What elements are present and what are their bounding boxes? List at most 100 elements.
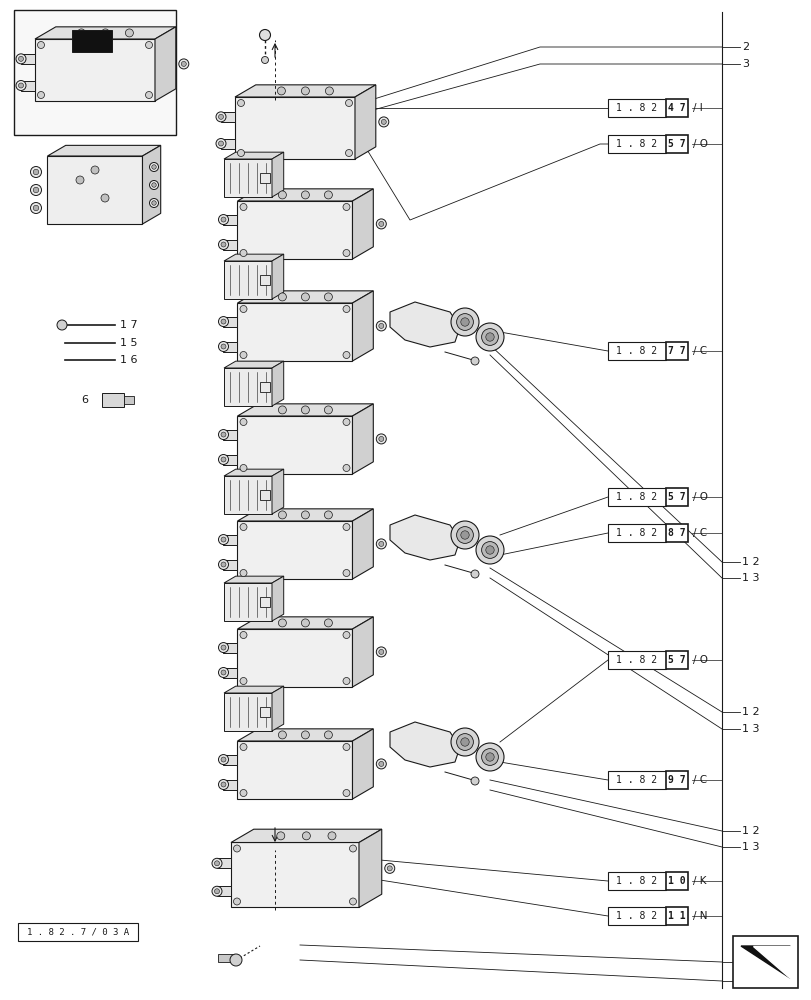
Polygon shape bbox=[234, 85, 375, 97]
Polygon shape bbox=[352, 617, 373, 687]
Text: 8 7: 8 7 bbox=[667, 528, 685, 538]
Circle shape bbox=[485, 546, 494, 554]
Bar bbox=[665, 771, 687, 789]
Circle shape bbox=[145, 42, 152, 49]
Text: 2 1: 2 1 bbox=[741, 957, 758, 967]
Circle shape bbox=[301, 406, 309, 414]
Text: 6: 6 bbox=[81, 395, 88, 405]
Polygon shape bbox=[237, 404, 373, 416]
Text: 1 6: 1 6 bbox=[120, 355, 137, 365]
Circle shape bbox=[91, 166, 99, 174]
Text: 1 . 8 2: 1 . 8 2 bbox=[616, 876, 657, 886]
Circle shape bbox=[240, 743, 247, 750]
Bar bbox=[665, 488, 687, 506]
Polygon shape bbox=[389, 302, 460, 347]
Circle shape bbox=[450, 728, 478, 756]
Circle shape bbox=[277, 832, 285, 840]
Circle shape bbox=[221, 457, 225, 462]
Polygon shape bbox=[237, 509, 373, 521]
Bar bbox=[607, 135, 665, 153]
Polygon shape bbox=[272, 576, 283, 621]
Circle shape bbox=[240, 524, 247, 530]
Polygon shape bbox=[352, 509, 373, 579]
Bar bbox=[260, 490, 270, 500]
Circle shape bbox=[234, 898, 240, 905]
Polygon shape bbox=[272, 469, 283, 514]
Polygon shape bbox=[221, 112, 234, 122]
Circle shape bbox=[460, 738, 469, 746]
Circle shape bbox=[152, 201, 156, 205]
Circle shape bbox=[278, 293, 286, 301]
Circle shape bbox=[214, 889, 219, 894]
Bar bbox=[665, 524, 687, 542]
Circle shape bbox=[125, 29, 133, 37]
Circle shape bbox=[216, 139, 225, 149]
Polygon shape bbox=[35, 27, 176, 39]
Circle shape bbox=[152, 183, 156, 187]
Circle shape bbox=[216, 112, 225, 122]
Polygon shape bbox=[224, 254, 283, 261]
Circle shape bbox=[345, 150, 352, 157]
Polygon shape bbox=[358, 829, 381, 907]
Circle shape bbox=[450, 521, 478, 549]
Text: 1 . 8 2: 1 . 8 2 bbox=[616, 103, 657, 113]
Circle shape bbox=[149, 199, 158, 208]
Circle shape bbox=[481, 329, 498, 345]
Bar bbox=[607, 99, 665, 117]
Text: / O: / O bbox=[692, 492, 707, 502]
Polygon shape bbox=[272, 686, 283, 731]
Text: 1 5: 1 5 bbox=[120, 338, 137, 348]
Polygon shape bbox=[237, 201, 352, 259]
Text: 2: 2 bbox=[741, 42, 749, 52]
Polygon shape bbox=[217, 886, 230, 896]
Circle shape bbox=[384, 863, 394, 873]
Circle shape bbox=[240, 306, 247, 312]
Circle shape bbox=[240, 352, 247, 359]
Polygon shape bbox=[230, 829, 381, 842]
Circle shape bbox=[342, 678, 350, 684]
Bar bbox=[260, 173, 270, 183]
Polygon shape bbox=[223, 239, 237, 249]
Polygon shape bbox=[223, 430, 237, 440]
Circle shape bbox=[342, 743, 350, 750]
Text: / N: / N bbox=[692, 911, 706, 921]
Circle shape bbox=[325, 87, 333, 95]
Text: 1 . 8 2 . 7 / 0 3 A: 1 . 8 2 . 7 / 0 3 A bbox=[27, 927, 129, 936]
Polygon shape bbox=[223, 454, 237, 464]
Circle shape bbox=[221, 319, 225, 324]
Polygon shape bbox=[237, 729, 373, 741]
Circle shape bbox=[375, 647, 386, 657]
Circle shape bbox=[324, 191, 332, 199]
Text: 1 7: 1 7 bbox=[120, 320, 137, 330]
Circle shape bbox=[375, 759, 386, 769]
Circle shape bbox=[101, 194, 109, 202]
Polygon shape bbox=[237, 416, 352, 474]
Circle shape bbox=[475, 743, 504, 771]
Circle shape bbox=[218, 535, 228, 545]
Polygon shape bbox=[223, 215, 237, 225]
Polygon shape bbox=[352, 729, 373, 799]
Circle shape bbox=[240, 790, 247, 796]
Circle shape bbox=[278, 406, 286, 414]
Circle shape bbox=[379, 436, 384, 441]
Circle shape bbox=[237, 100, 244, 107]
Polygon shape bbox=[223, 535, 237, 545]
Circle shape bbox=[214, 861, 219, 866]
Circle shape bbox=[342, 790, 350, 796]
Polygon shape bbox=[389, 515, 460, 560]
Circle shape bbox=[324, 406, 332, 414]
Text: 1 2: 1 2 bbox=[741, 826, 758, 836]
Circle shape bbox=[237, 150, 244, 157]
Bar bbox=[607, 488, 665, 506]
Circle shape bbox=[481, 749, 498, 765]
Circle shape bbox=[218, 141, 223, 146]
Circle shape bbox=[481, 542, 498, 558]
Circle shape bbox=[37, 42, 45, 49]
Text: 9 7: 9 7 bbox=[667, 775, 685, 785]
Bar bbox=[14, 10, 176, 135]
Bar bbox=[665, 99, 687, 117]
Bar bbox=[665, 907, 687, 925]
Polygon shape bbox=[221, 139, 234, 149]
Polygon shape bbox=[224, 693, 272, 731]
Text: 5 7: 5 7 bbox=[667, 492, 685, 502]
